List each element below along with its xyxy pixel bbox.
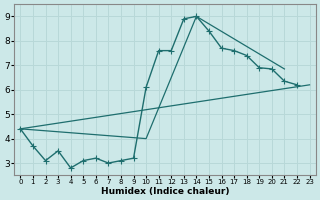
X-axis label: Humidex (Indice chaleur): Humidex (Indice chaleur) [101,187,229,196]
